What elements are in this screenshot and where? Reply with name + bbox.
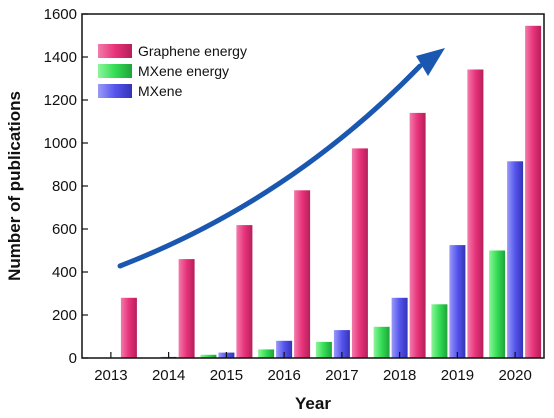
x-tick-label: 2014	[152, 367, 185, 384]
x-tick-label: 2019	[441, 367, 474, 384]
bar-mxene-2019	[449, 245, 466, 358]
bar-mxene-2018	[391, 297, 408, 358]
legend-label-mxene-energy: MXene energy	[138, 63, 229, 79]
bar-graphene-energy-2020	[525, 25, 542, 359]
x-tick-label: 2017	[325, 367, 358, 384]
bars-layer	[120, 25, 542, 359]
x-tick-label: 2018	[383, 367, 416, 384]
legend-swatch-mxene-energy	[98, 64, 132, 78]
bar-mxene-energy-2017	[315, 341, 332, 358]
x-axis-title: Year	[295, 394, 331, 413]
bar-graphene-energy-2018	[409, 112, 426, 359]
trend-arrow-icon	[117, 48, 445, 269]
legend-swatch-graphene-energy	[98, 44, 132, 58]
bar-graphene-energy-2019	[467, 69, 484, 358]
bar-mxene-2017	[333, 330, 350, 358]
y-tick-label: 200	[52, 307, 77, 324]
bar-mxene-2016	[276, 340, 293, 358]
y-tick-label: 1200	[44, 92, 77, 109]
y-tick-label: 1600	[44, 6, 77, 23]
bar-graphene-energy-2017	[351, 148, 368, 358]
legend-label-mxene: MXene	[138, 83, 183, 99]
x-tick-label: 2013	[94, 367, 127, 384]
y-axis-title: Number of publications	[5, 91, 24, 281]
x-tick-label: 2015	[210, 367, 243, 384]
y-axis: 0 200 400 600 800 1000 1200 1400 1600	[44, 6, 88, 367]
bar-graphene-energy-2015	[236, 225, 253, 358]
bar-mxene-energy-2015	[200, 354, 217, 358]
legend-label-graphene-energy: Graphene energy	[138, 43, 247, 59]
y-tick-label: 600	[52, 221, 77, 238]
bar-graphene-energy-2014	[178, 259, 195, 358]
bar-mxene-2020	[507, 161, 524, 358]
x-tick-label: 2016	[267, 367, 300, 384]
bar-mxene-energy-2018	[373, 326, 390, 358]
bar-mxene-energy-2020	[489, 250, 506, 358]
bar-mxene-energy-2019	[431, 304, 448, 359]
legend: Graphene energy MXene energy MXene	[98, 43, 247, 99]
legend-swatch-mxene	[98, 84, 132, 98]
bar-graphene-energy-2013	[120, 297, 137, 358]
y-tick-label: 0	[69, 350, 77, 367]
x-axis: 2013 2014 2015 2016 2017 2018 2019 2020	[94, 352, 532, 384]
y-tick-label: 1000	[44, 135, 77, 152]
y-tick-label: 400	[52, 264, 77, 281]
y-tick-label: 800	[52, 178, 77, 195]
bar-mxene-energy-2016	[258, 349, 275, 358]
y-tick-label: 1400	[44, 49, 77, 66]
x-tick-label: 2020	[498, 367, 531, 384]
bar-graphene-energy-2016	[294, 190, 311, 358]
